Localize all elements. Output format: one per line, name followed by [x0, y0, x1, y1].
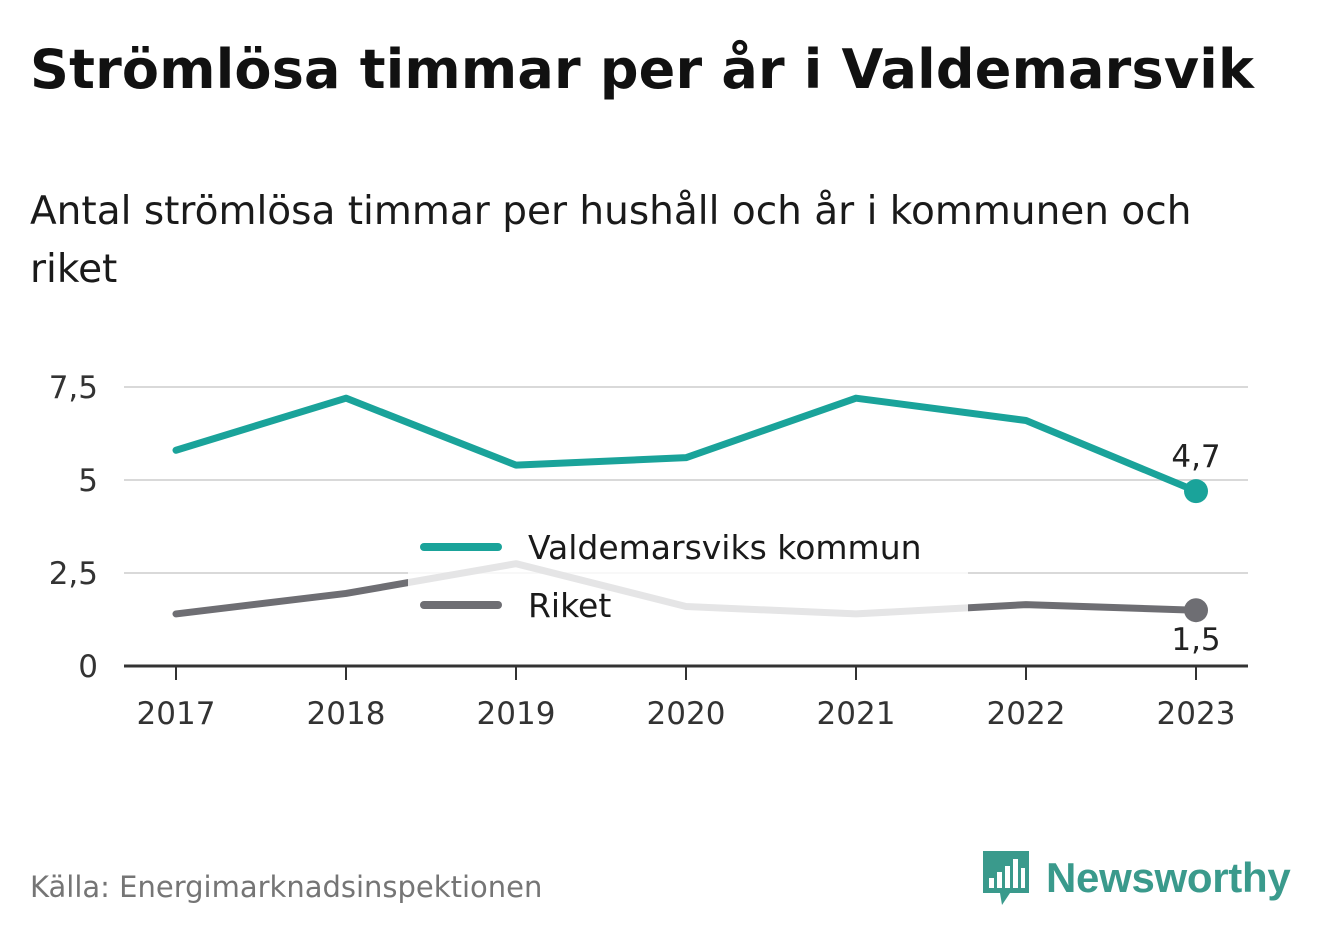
y-tick-label: 7,5 — [49, 370, 98, 406]
y-tick-label: 2,5 — [49, 556, 98, 592]
x-tick-label: 2018 — [307, 696, 386, 732]
legend-label: Riket — [528, 586, 611, 625]
series-line-kommun — [172, 394, 1200, 495]
bar-chart-speech-bubble-icon — [983, 851, 1029, 905]
end-value-label: 4,7 — [1171, 439, 1220, 475]
source-note: Källa: Energimarknadsinspektionen — [30, 870, 543, 904]
y-tick-label: 0 — [78, 649, 98, 685]
y-tick-label: 5 — [78, 463, 98, 499]
end-point-marker — [1184, 479, 1208, 504]
chart-title: Strömlösa timmar per år i Valdemarsvik — [30, 38, 1255, 101]
x-tick-label: 2022 — [987, 696, 1066, 732]
x-tick-label: 2021 — [817, 696, 896, 732]
x-tick-label: 2017 — [137, 696, 216, 732]
end-value-label: 1,5 — [1171, 622, 1220, 658]
legend-background — [408, 512, 968, 634]
x-tick-label: 2023 — [1157, 696, 1236, 732]
newsworthy-logo: Newsworthy — [980, 848, 1291, 908]
x-tick-label: 2019 — [477, 696, 556, 732]
chart-subtitle: Antal strömlösa timmar per hushåll och å… — [30, 189, 1192, 292]
brand-name: Newsworthy — [1046, 854, 1291, 901]
line-chart: 0 2,5 5 7,5 2017 2018 2019 2020 2021 2022 2023 Vald… — [49, 370, 1248, 732]
legend-label: Valdemarsviks kommun — [528, 528, 922, 567]
x-tick-label: 2020 — [647, 696, 726, 732]
end-point-marker — [1184, 598, 1208, 623]
